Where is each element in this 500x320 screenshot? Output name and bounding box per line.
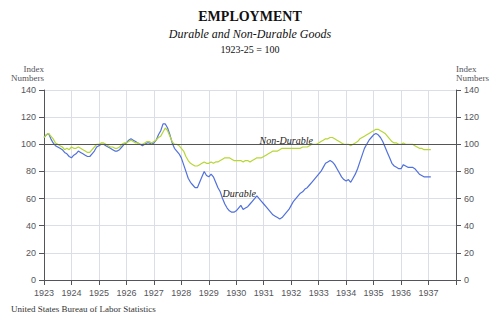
svg-text:Non-Durable: Non-Durable xyxy=(259,135,314,146)
svg-text:Durable: Durable xyxy=(222,188,257,199)
svg-text:1928: 1928 xyxy=(171,288,191,298)
svg-text:1929: 1929 xyxy=(199,288,219,298)
svg-text:60: 60 xyxy=(464,194,474,204)
svg-text:0: 0 xyxy=(31,275,36,285)
svg-text:1932: 1932 xyxy=(281,288,301,298)
svg-text:140: 140 xyxy=(21,85,36,95)
svg-text:1934: 1934 xyxy=(336,288,356,298)
svg-text:1924: 1924 xyxy=(61,288,81,298)
svg-text:Index: Index xyxy=(23,63,44,74)
svg-text:Numbers: Numbers xyxy=(456,73,489,83)
svg-text:Durable and Non-Durable Goods: Durable and Non-Durable Goods xyxy=(168,27,332,41)
svg-text:0: 0 xyxy=(464,275,469,285)
svg-text:20: 20 xyxy=(26,248,36,258)
svg-text:40: 40 xyxy=(464,221,474,231)
svg-text:1923-25 = 100: 1923-25 = 100 xyxy=(221,44,280,55)
svg-text:1930: 1930 xyxy=(226,288,246,298)
svg-text:1923: 1923 xyxy=(34,288,54,298)
svg-text:1937: 1937 xyxy=(419,288,439,298)
svg-text:20: 20 xyxy=(464,248,474,258)
svg-text:1931: 1931 xyxy=(254,288,274,298)
svg-text:Numbers: Numbers xyxy=(11,73,44,83)
svg-text:1927: 1927 xyxy=(144,288,164,298)
svg-text:80: 80 xyxy=(464,166,474,176)
svg-text:60: 60 xyxy=(26,194,36,204)
svg-text:1936: 1936 xyxy=(391,288,411,298)
svg-text:1935: 1935 xyxy=(364,288,384,298)
svg-text:United States Bureau of Labor: United States Bureau of Labor Statistics xyxy=(11,304,156,314)
svg-text:80: 80 xyxy=(26,166,36,176)
svg-text:120: 120 xyxy=(464,112,479,122)
svg-text:100: 100 xyxy=(464,139,479,149)
svg-text:EMPLOYMENT: EMPLOYMENT xyxy=(198,9,302,24)
svg-text:120: 120 xyxy=(21,112,36,122)
svg-text:1926: 1926 xyxy=(116,288,136,298)
svg-text:100: 100 xyxy=(21,139,36,149)
svg-text:Index: Index xyxy=(456,63,477,74)
svg-text:1925: 1925 xyxy=(89,288,109,298)
svg-text:40: 40 xyxy=(26,221,36,231)
svg-text:140: 140 xyxy=(464,85,479,95)
svg-text:1933: 1933 xyxy=(309,288,329,298)
